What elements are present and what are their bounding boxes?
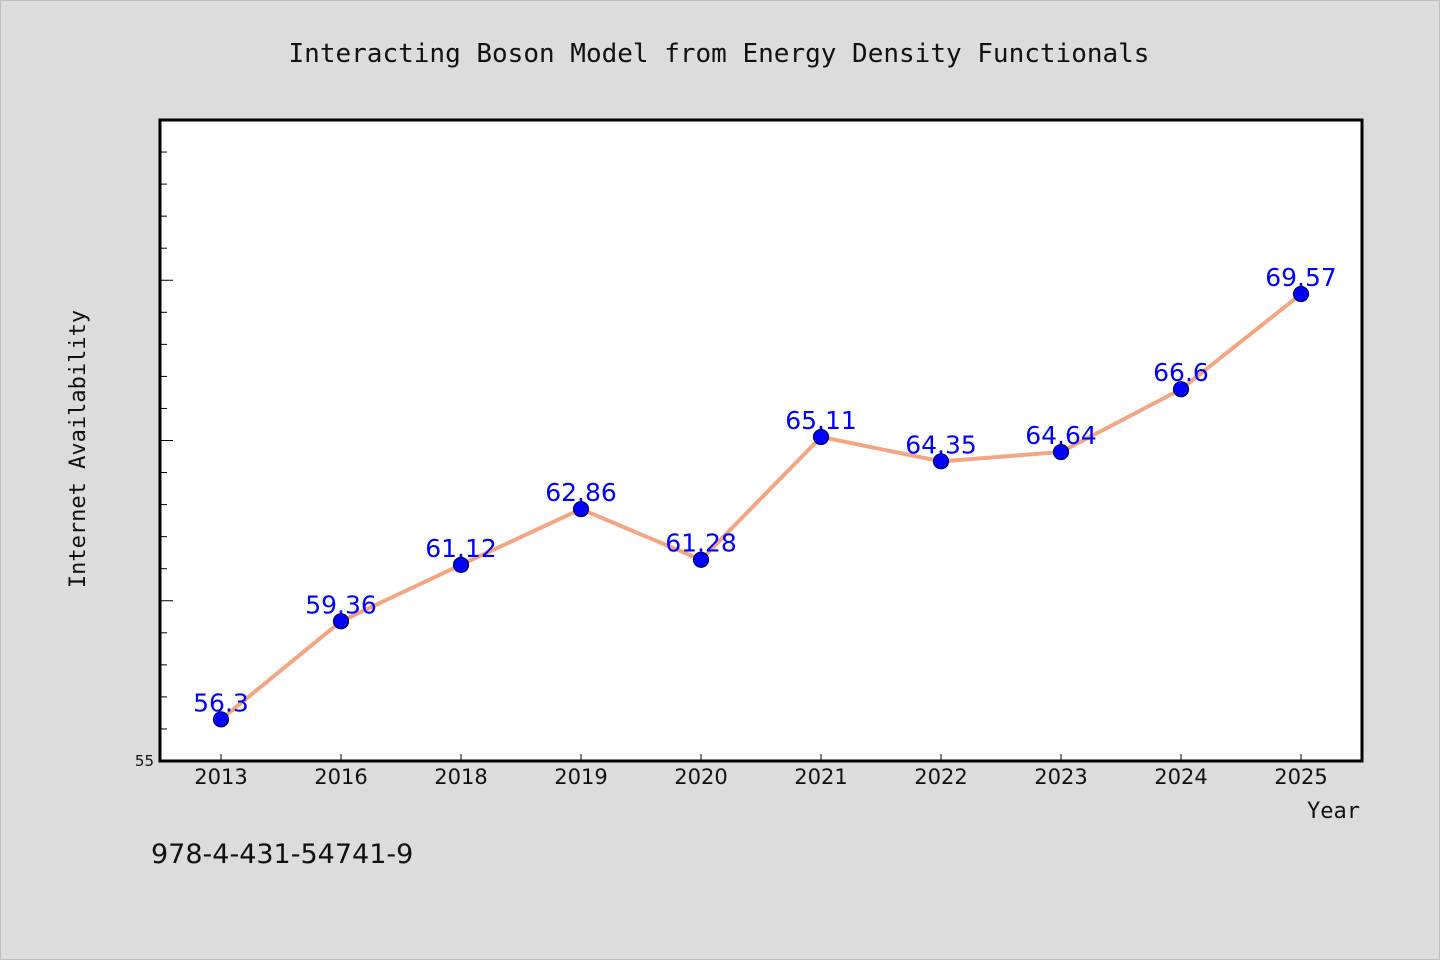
data-point — [212, 711, 230, 728]
x-tick-label: 2023 — [1034, 765, 1087, 789]
x-axis-ticks: 2013 2016 2018 2019 2020 2021 2022 2023 2024 2025 — [194, 754, 1328, 789]
x-tick-label: 2021 — [794, 765, 847, 789]
chart-title: Interacting Boson Model from Energy Dens… — [289, 39, 1150, 69]
data-label: 61.28 — [665, 529, 737, 558]
data-label: 62.86 — [545, 478, 617, 507]
y-axis-label: Internet Availability — [66, 310, 91, 588]
x-tick-label: 2013 — [194, 765, 247, 789]
data-label: 59.36 — [305, 590, 377, 619]
x-axis-label: Year — [1307, 799, 1360, 824]
x-tick-label: 2019 — [554, 765, 607, 789]
data-point — [1172, 381, 1190, 398]
x-tick-label: 2020 — [674, 765, 727, 789]
series-line — [219, 292, 1303, 722]
data-point — [812, 428, 830, 446]
x-tick-label: 2025 — [1274, 765, 1327, 789]
data-point — [692, 551, 710, 568]
x-tick-label: 2022 — [914, 765, 967, 789]
data-label: 66.6 — [1153, 358, 1209, 387]
plot-area — [158, 118, 1364, 763]
data-label: 64.64 — [1025, 421, 1097, 450]
data-label: 56.3 — [193, 688, 249, 717]
y-tick-label: 55 — [135, 752, 154, 770]
data-point — [1292, 285, 1310, 303]
data-label: 69.57 — [1265, 263, 1337, 292]
data-point — [332, 613, 350, 630]
x-tick-label: 2016 — [314, 765, 367, 789]
x-tick-label: 2018 — [434, 765, 487, 789]
series-layer: 56.3 59.36 61.12 62.86 61.28 65.11 64.35 64.64 6… — [193, 263, 1337, 728]
data-point — [452, 556, 470, 573]
data-point — [572, 500, 590, 518]
footnote-isbn: 978-4-431-54741-9 — [151, 839, 413, 870]
y-axis-ticks: 55 — [135, 119, 173, 770]
data-label: 61.12 — [425, 534, 497, 563]
x-tick-label: 2024 — [1154, 765, 1207, 789]
data-label: 65.11 — [785, 406, 857, 435]
data-point — [932, 453, 950, 470]
data-label: 64.35 — [905, 430, 977, 459]
data-point — [1052, 443, 1070, 461]
